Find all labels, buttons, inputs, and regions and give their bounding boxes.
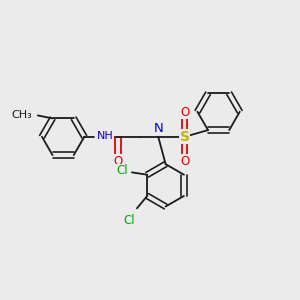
Text: O: O xyxy=(180,106,189,118)
Text: NH: NH xyxy=(97,130,113,141)
Text: O: O xyxy=(113,155,122,168)
Text: N: N xyxy=(153,122,163,135)
Text: S: S xyxy=(180,130,190,144)
Text: Cl: Cl xyxy=(117,164,128,177)
Text: Cl: Cl xyxy=(123,214,135,226)
Text: O: O xyxy=(180,155,189,168)
Text: CH₃: CH₃ xyxy=(12,110,32,120)
